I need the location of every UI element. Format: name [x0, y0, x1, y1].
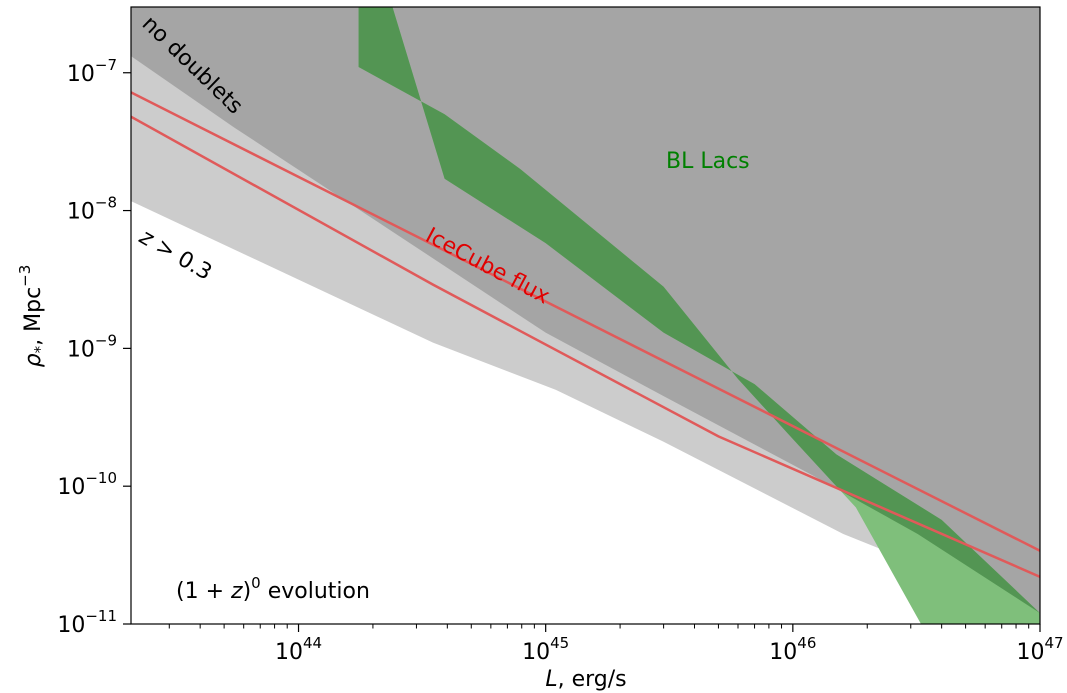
- x-tick-label: 1046: [769, 634, 816, 665]
- x-tick-label: 1044: [275, 634, 322, 665]
- y-tick-label: 10−8: [67, 194, 117, 225]
- y-axis-label: ρ*, Mpc−3: [16, 265, 49, 368]
- y-tick-label: 10−10: [57, 469, 117, 500]
- plot-frame: [130, 6, 1041, 625]
- bl-lacs-band-overlap: [358, 7, 1040, 614]
- y-tick-label: 10−9: [67, 331, 117, 362]
- annotation-bl-lacs: BL Lacs: [666, 149, 750, 174]
- x-axis-label: L, erg/s: [545, 667, 626, 692]
- x-tick-label: 1045: [522, 634, 569, 665]
- x-tick-label: 1047: [1016, 634, 1063, 665]
- icecube-flux-line-lower: [131, 115, 1040, 578]
- y-tick-label: 10−7: [67, 56, 117, 87]
- y-tick-label: 10−11: [57, 607, 117, 638]
- y-axis-ticks: 10−11 10−10 10−9 10−8 10−7: [57, 56, 131, 638]
- annotation-evolution: (1 + z)0 evolution: [176, 574, 370, 604]
- icecube-flux-line-upper: [131, 91, 1040, 552]
- x-axis-ticks: 1044 1045 1046 1047: [168, 624, 1064, 665]
- region-no-doublets: [131, 7, 1040, 614]
